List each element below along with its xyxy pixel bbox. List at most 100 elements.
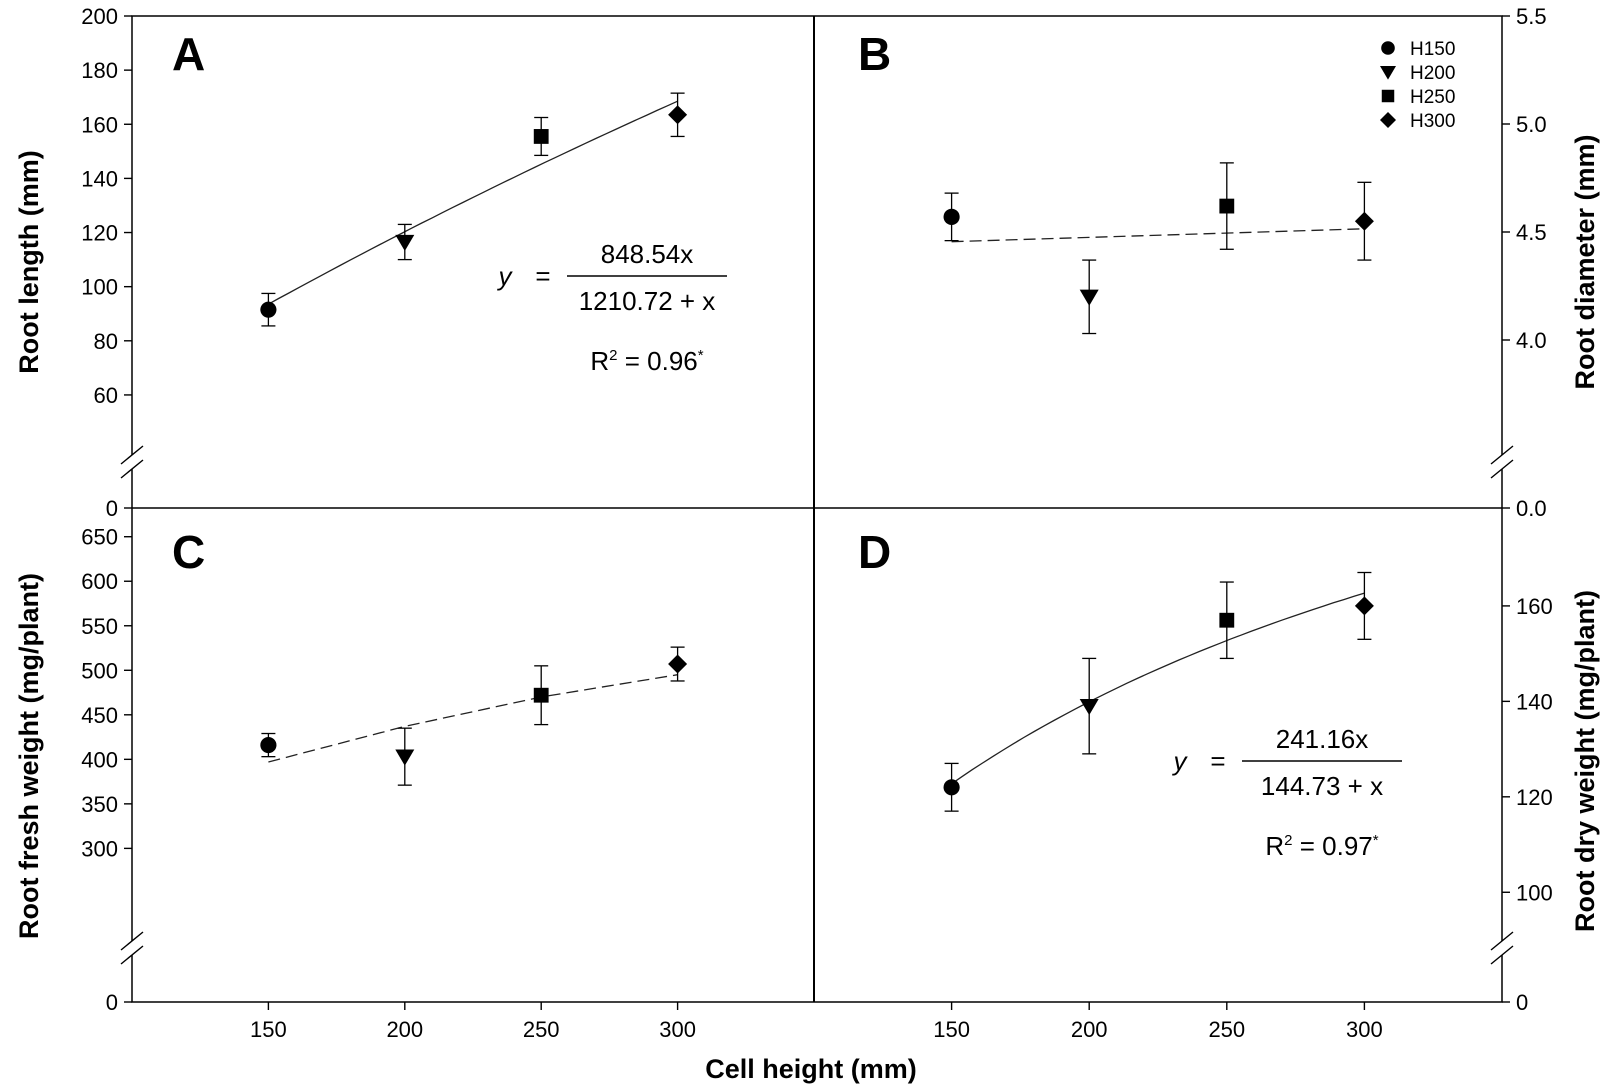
x-tick-label-c: 250 [523,1017,560,1042]
x-tick-label-c: 200 [386,1017,423,1042]
y-tick-label-c: 450 [81,703,118,728]
y-axis-title-c: Root fresh weight (mg/plant) [14,573,44,939]
legend-label-h300: H300 [1410,111,1455,132]
y-tick-label-c: 350 [81,792,118,817]
equation-denominator-a: 1210.72 + x [579,286,716,316]
plot-frame [131,15,1503,1003]
y-tick-label-b: 4.0 [1516,328,1547,353]
x-axis-title: Cell height (mm) [705,1054,917,1084]
axis-break-mark [120,445,144,465]
y-tick-label-b: 5.5 [1516,4,1547,29]
panel-c [120,536,688,1010]
y-axis-title-a: Root length (mm) [14,150,44,373]
data-point-h300 [1354,211,1374,231]
y-zero-label-a: 0 [106,496,118,521]
axis-break-gap [127,455,137,469]
axis-break-mark [1490,445,1514,465]
legend-marker-h150 [1381,41,1395,55]
y-tick-label-a: 160 [81,112,118,137]
y-zero-label-d: 0 [1516,990,1528,1015]
axis-break-mark [1490,931,1514,951]
x-tick-label-d: 200 [1071,1017,1108,1042]
legend-label-h200: H200 [1410,63,1455,84]
y-tick-label-a: 140 [81,166,118,191]
panel-letter-b: B [858,28,891,80]
panel-letter-d: D [858,526,891,578]
y-tick-label-c: 650 [81,525,118,550]
fit-line-b [951,228,1365,243]
data-point-h200 [1079,699,1099,716]
fit-line-c [268,674,678,763]
data-point-h150 [260,301,277,318]
y-zero-label-b: 0.0 [1516,496,1547,521]
legend [1380,41,1396,128]
equation-y-a: y [497,261,514,291]
data-point-h200 [395,234,415,252]
y-tick-label-c: 550 [81,614,118,639]
y-tick-label-c: 600 [81,569,118,594]
panel-b [943,15,1514,509]
data-point-h150 [260,737,277,754]
legend-label-h150: H150 [1410,39,1455,60]
y-tick-label-d: 160 [1516,594,1553,619]
y-tick-label-a: 120 [81,221,118,246]
y-tick-label-a: 200 [81,4,118,29]
x-tick-label-d: 250 [1208,1017,1245,1042]
legend-marker-h250 [1381,89,1395,103]
y-tick-label-d: 100 [1516,880,1553,905]
axis-break-mark [1490,945,1514,965]
data-point-h250 [1219,612,1235,628]
x-tick-label-c: 300 [659,1017,696,1042]
plot-marks [120,15,1514,1010]
data-point-h150 [943,779,960,796]
axis-break-mark [120,945,144,965]
y-zero-label-c: 0 [106,990,118,1015]
equation-numerator-d: 241.16x [1276,724,1369,754]
axis-break-mark [120,459,144,479]
equation-denominator-d: 144.73 + x [1261,771,1383,801]
data-point-h300 [668,105,688,125]
r-squared-d: R2 = 0.97* [1265,831,1378,861]
y-tick-label-c: 500 [81,658,118,683]
equation-numerator-a: 848.54x [601,239,694,269]
x-tick-label-d: 300 [1346,1017,1383,1042]
axis-break-gap [127,941,137,955]
data-point-h250 [1219,198,1235,214]
y-tick-label-d: 120 [1516,785,1553,810]
y-tick-label-a: 80 [94,329,118,354]
panel-d [943,571,1514,1010]
panel-letter-c: C [172,526,205,578]
data-point-h200 [1079,289,1099,306]
data-point-h250 [533,687,549,703]
y-tick-label-b: 4.5 [1516,220,1547,245]
axis-break-gap [1497,455,1507,469]
data-point-h250 [533,129,549,144]
r-squared-a: R2 = 0.96* [590,346,703,376]
y-tick-label-a: 60 [94,383,118,408]
y-axis-title-b: Root diameter (mm) [1570,134,1600,389]
equation-equals-d: = [1210,746,1225,776]
data-point-h150 [943,208,960,225]
y-tick-label-c: 300 [81,836,118,861]
x-tick-label-c: 150 [250,1017,287,1042]
data-point-h300 [668,654,688,674]
y-tick-label-d: 140 [1516,689,1553,714]
fit-line-d [951,592,1365,785]
panel-a [120,15,727,509]
panel-frames [131,15,1503,1003]
y-tick-label-a: 180 [81,58,118,83]
data-point-h300 [1354,596,1374,616]
legend-marker-h300 [1380,112,1396,128]
equation-y-d: y [1172,746,1189,776]
equation-equals-a: = [535,261,550,291]
y-tick-label-a: 100 [81,275,118,300]
legend-label-h250: H250 [1410,87,1455,108]
y-axis-title-d: Root dry weight (mg/plant) [1570,590,1600,932]
y-tick-label-b: 5.0 [1516,112,1547,137]
fit-line-a [268,100,678,305]
chart-texts: Cell height (mm) 60 80 100 120 140 160 180 200 0… [14,4,1600,1084]
y-tick-label-c: 400 [81,747,118,772]
x-tick-label-d: 150 [933,1017,970,1042]
legend-marker-h200 [1380,66,1396,80]
